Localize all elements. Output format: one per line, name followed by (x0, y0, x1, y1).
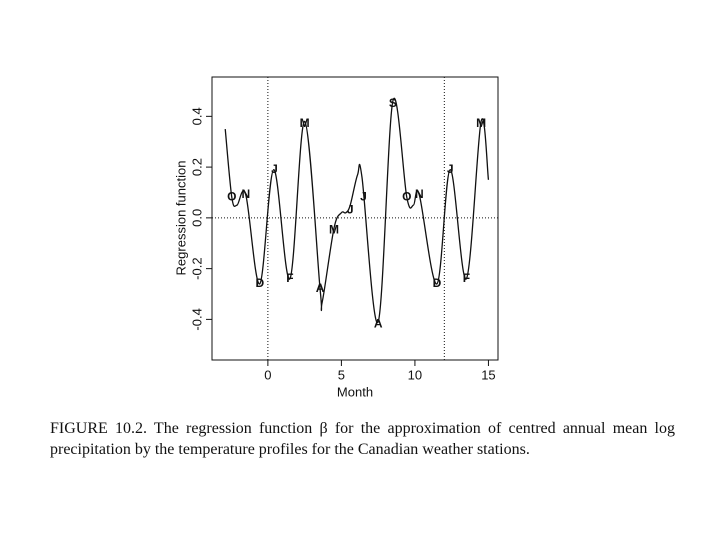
month-marker: J (347, 202, 354, 216)
x-tick-label: 10 (408, 367, 422, 382)
month-marker: D (255, 276, 264, 290)
x-tick-label: 5 (338, 367, 345, 382)
month-marker: D (433, 276, 442, 290)
y-tick-label: -0.4 (189, 308, 204, 330)
regression-curve (224, 97, 490, 324)
month-marker: M (329, 223, 339, 237)
y-tick-label: 0.2 (189, 158, 204, 176)
month-marker: J (271, 162, 278, 176)
month-marker: O (227, 190, 236, 204)
caption: FIGURE 10.2. The regression function β f… (50, 420, 675, 458)
month-marker: O (402, 190, 411, 204)
month-marker: N (415, 187, 424, 201)
x-tick-label: 0 (264, 367, 271, 382)
month-marker: S (389, 96, 397, 110)
month-marker: N (241, 187, 250, 201)
month-marker: J (360, 190, 367, 204)
x-tick-label: 15 (481, 367, 495, 382)
month-marker: J (447, 162, 454, 176)
month-marker: F (463, 271, 470, 285)
month-marker: A (374, 317, 383, 331)
x-axis-label: Month (337, 384, 373, 399)
month-marker: M (476, 116, 486, 130)
plot-frame (211, 76, 499, 361)
y-tick-label: 0.0 (189, 209, 204, 227)
month-marker: M (300, 116, 310, 130)
y-axis-label: Regression function (173, 161, 188, 276)
month-marker: F (286, 271, 293, 285)
chart: Month Regression function 0 5 10 15 -0.4 -0.2… (173, 76, 499, 399)
y-tick-label: -0.2 (189, 257, 204, 279)
y-tick-label: 0.4 (189, 107, 204, 125)
month-marker: A (316, 281, 325, 295)
